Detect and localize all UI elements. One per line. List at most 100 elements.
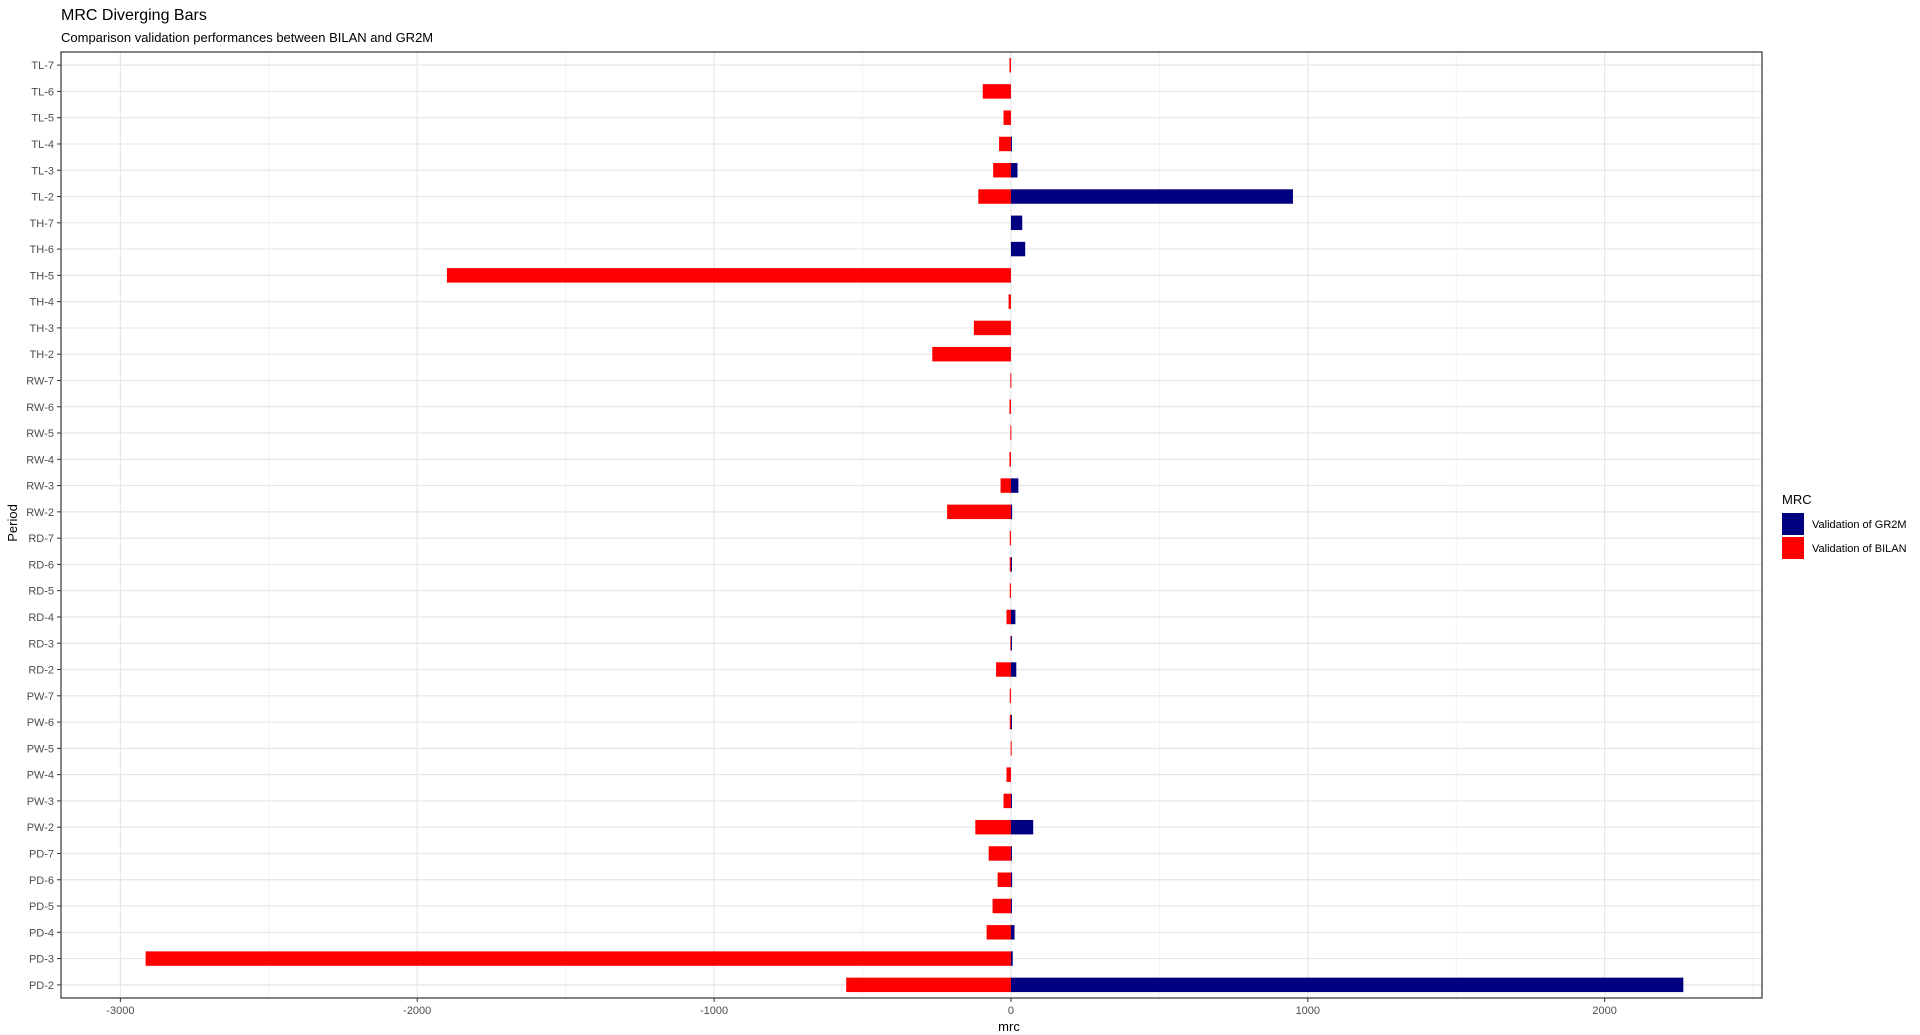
plot-area: TL-7 TL-6 TL-5 TL-4 TL-3 TL-2 TH-7 TH-6 TH-5 TH-4… — [26, 51, 1763, 1017]
y-tick-label: TH-6 — [30, 244, 54, 256]
bar-pd-2-series-0 — [1010, 977, 1684, 993]
y-tick-label: RD-7 — [28, 533, 54, 545]
bar-tl-4-series-0 — [1010, 136, 1012, 152]
y-tick-label: PW-3 — [27, 796, 54, 808]
bar-th-2-series-1 — [932, 346, 1011, 362]
bar-pd-3-series-1 — [145, 951, 1011, 966]
bar-pd-5-series-1 — [992, 898, 1011, 914]
bar-pd-2-series-1 — [846, 977, 1011, 993]
bar-pw-3-series-1 — [1003, 793, 1011, 809]
legend-title: MRC — [1782, 492, 1812, 507]
y-tick-label: RD-2 — [28, 665, 54, 677]
bar-pd-4-series-0 — [1010, 925, 1015, 940]
y-tick-label: PW-4 — [27, 770, 54, 782]
x-tick-label: 1000 — [1296, 1005, 1320, 1017]
legend: MRC Validation of GR2M Validation of BILA… — [1782, 492, 1907, 559]
y-tick-label: TL-4 — [31, 139, 54, 151]
bar-rw-4-series-1 — [1009, 452, 1011, 467]
y-tick-label: TH-2 — [30, 349, 54, 361]
y-axis-title: Period — [5, 504, 20, 542]
bar-rw-6-series-1 — [1009, 399, 1011, 414]
bar-tl-4-series-1 — [999, 136, 1011, 152]
y-tick-label: TH-3 — [30, 323, 54, 335]
y-tick-label: TL-5 — [31, 113, 54, 125]
y-tick-label: RW-2 — [26, 507, 54, 519]
bar-pd-4-series-1 — [986, 925, 1011, 940]
bar-tl-3-series-1 — [993, 163, 1011, 178]
y-tick-label: RW-5 — [26, 428, 54, 440]
y-tick-label: PW-6 — [27, 717, 54, 729]
bar-th-4-series-1 — [1008, 294, 1011, 309]
legend-key-series-1 — [1782, 537, 1804, 559]
bar-rw-2-series-1 — [947, 504, 1011, 520]
y-tick-label: RD-5 — [28, 586, 54, 598]
bar-rw-3-series-0 — [1010, 478, 1019, 493]
y-tick-label: TH-4 — [30, 297, 54, 309]
bar-rd-5-series-1 — [1009, 583, 1011, 598]
x-tick-label: -1000 — [700, 1005, 728, 1017]
bar-pw-6-series-1 — [1009, 714, 1011, 730]
bar-rd-7-series-1 — [1009, 530, 1011, 546]
bar-rw-3-series-1 — [1000, 478, 1011, 493]
bar-tl-2-series-1 — [978, 189, 1011, 204]
y-tick-label: RD-3 — [28, 638, 54, 650]
bar-rd-2-series-0 — [1010, 662, 1017, 677]
bar-pw-5-series-1 — [1010, 741, 1012, 756]
bar-th-5-series-1 — [446, 268, 1011, 283]
bar-pw-2-series-0 — [1010, 819, 1034, 835]
bar-pd-6-series-1 — [997, 872, 1011, 887]
bar-pw-7-series-1 — [1009, 688, 1011, 704]
chart-title: MRC Diverging Bars — [61, 7, 207, 24]
x-tick-label: 2000 — [1592, 1005, 1616, 1017]
bar-pw-6-series-0 — [1010, 714, 1012, 730]
y-tick-label: TH-7 — [30, 218, 54, 230]
x-tick-label: -2000 — [403, 1005, 431, 1017]
y-tick-label: RW-7 — [26, 375, 54, 387]
y-tick-label: RW-6 — [26, 402, 54, 414]
bar-tl-6-series-1 — [982, 84, 1011, 99]
bar-pw-4-series-1 — [1006, 767, 1011, 782]
bar-rd-6-series-1 — [1009, 557, 1011, 572]
x-axis-title: mrc — [998, 1019, 1020, 1034]
bar-tl-3-series-0 — [1010, 163, 1018, 178]
y-tick-label: RW-3 — [26, 481, 54, 493]
bar-rw-5-series-1 — [1010, 425, 1012, 441]
bar-pd-3-series-0 — [1010, 951, 1013, 966]
y-tick-label: TL-6 — [31, 86, 54, 98]
bar-pw-2-series-1 — [975, 819, 1011, 835]
plot-border — [60, 51, 1763, 999]
bar-th-6-series-0 — [1010, 241, 1026, 257]
chart-subtitle: Comparison validation performances betwe… — [61, 30, 433, 45]
y-tick-label: PD-7 — [29, 848, 54, 860]
legend-key-series-0 — [1782, 513, 1804, 535]
bar-rw-2-series-0 — [1010, 504, 1013, 520]
bar-rw-7-series-1 — [1010, 373, 1012, 388]
y-tick-label: RD-4 — [28, 612, 54, 624]
bar-tl-7-series-1 — [1009, 57, 1011, 73]
y-tick-label: PW-2 — [27, 822, 54, 834]
y-tick-label: PD-6 — [29, 875, 54, 887]
bar-tl-2-series-0 — [1010, 189, 1293, 204]
bar-rd-2-series-1 — [996, 662, 1011, 677]
y-tick-label: RW-4 — [26, 454, 54, 466]
y-tick-label: PD-3 — [29, 954, 54, 966]
y-tick-label: PW-5 — [27, 743, 54, 755]
y-tick-label: PD-2 — [29, 980, 54, 992]
bar-rd-4-series-0 — [1010, 609, 1016, 625]
y-tick-label: PD-5 — [29, 901, 54, 913]
bar-pd-5-series-0 — [1010, 898, 1012, 914]
bar-th-3-series-1 — [973, 320, 1011, 336]
bar-rd-6-series-0 — [1010, 557, 1012, 572]
legend-label-series-1: Validation of BILAN — [1812, 543, 1907, 555]
bar-pd-7-series-0 — [1010, 846, 1012, 861]
y-tick-label: TH-5 — [30, 270, 54, 282]
y-tick-label: PD-4 — [29, 927, 54, 939]
bar-th-7-series-0 — [1010, 215, 1023, 231]
bar-tl-5-series-1 — [1003, 110, 1011, 125]
bar-rd-3-series-1 — [1010, 636, 1012, 651]
plot-background — [61, 52, 1762, 998]
bar-rd-4-series-1 — [1006, 609, 1011, 625]
bar-pw-3-series-0 — [1010, 793, 1012, 809]
